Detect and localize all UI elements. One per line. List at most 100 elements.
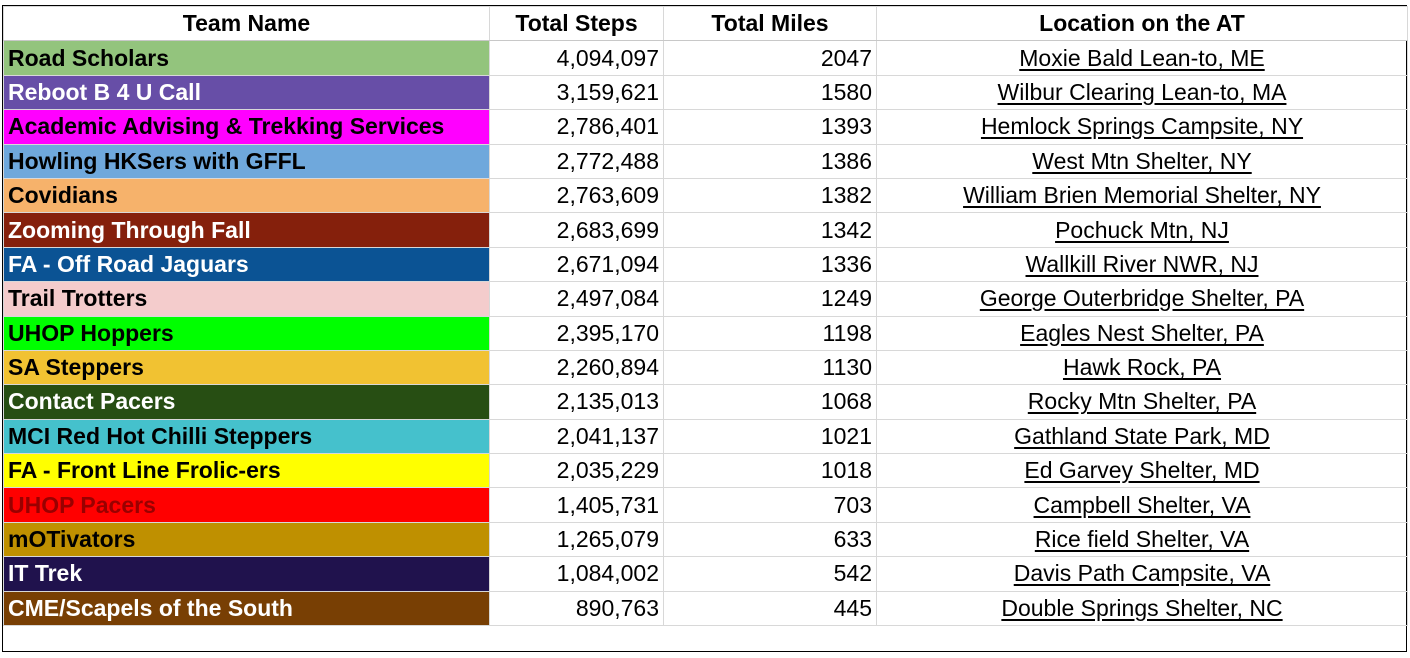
total-steps-cell[interactable]: 2,671,094 [489,246,664,283]
location-cell[interactable]: Double Springs Shelter, NC [876,590,1408,627]
team-name-cell[interactable]: CME/Scapels of the South [3,590,490,627]
team-name-cell[interactable]: UHOP Pacers [3,487,490,523]
total-miles-cell[interactable]: 1249 [663,281,877,317]
team-name-cell[interactable]: Reboot B 4 U Call [3,74,490,111]
header-row: Team Name Total Steps Total Miles Locati… [3,5,1408,42]
total-miles-cell[interactable]: 1130 [663,349,877,386]
team-name-cell[interactable]: Howling HKSers with GFFL [3,143,490,179]
team-name-cell[interactable]: Contact Pacers [3,384,490,420]
location-link[interactable]: West Mtn Shelter, NY [1032,147,1252,174]
table-row: Road Scholars 4,094,097 2047 Moxie Bald Lea… [3,40,1408,76]
total-steps-cell[interactable]: 1,265,079 [489,521,664,558]
location-cell[interactable]: Rocky Mtn Shelter, PA [876,384,1408,420]
location-link[interactable]: Ed Garvey Shelter, MD [1024,457,1260,484]
leaderboard-table: Team Name Total Steps Total Miles Locati… [3,5,1408,627]
table-body: Road Scholars 4,094,097 2047 Moxie Bald Lea… [3,40,1408,627]
total-steps-cell[interactable]: 2,763,609 [489,177,664,214]
location-link[interactable]: Pochuck Mtn, NJ [1055,216,1229,243]
total-miles-cell[interactable]: 1386 [663,143,877,179]
header-total-miles[interactable]: Total Miles [663,5,877,42]
total-miles-cell[interactable]: 1018 [663,453,877,489]
table-row: IT Trek 1,084,002 542 Davis Path Campsite, … [3,556,1408,592]
total-miles-cell[interactable]: 1580 [663,74,877,111]
location-cell[interactable]: George Outerbridge Shelter, PA [876,281,1408,317]
team-name-cell[interactable]: Road Scholars [3,40,490,76]
team-name-cell[interactable]: IT Trek [3,556,490,592]
total-steps-cell[interactable]: 2,497,084 [489,281,664,317]
total-steps-cell[interactable]: 2,035,229 [489,453,664,489]
location-link[interactable]: Rice field Shelter, VA [1034,526,1250,553]
location-link[interactable]: Wilbur Clearing Lean-to, MA [997,78,1287,105]
total-miles-cell[interactable]: 542 [663,556,877,592]
header-location[interactable]: Location on the AT [876,5,1408,42]
location-link[interactable]: Davis Path Campsite, VA [1013,560,1271,587]
team-name-cell[interactable]: Covidians [3,177,490,214]
total-steps-cell[interactable]: 3,159,621 [489,74,664,111]
location-cell[interactable]: Wallkill River NWR, NJ [876,246,1408,283]
table-row: SA Steppers 2,260,894 1130 Hawk Rock, PA [3,349,1408,386]
location-link[interactable]: Wallkill River NWR, NJ [1025,250,1259,277]
team-name-cell[interactable]: MCI Red Hot Chilli Steppers [3,418,490,455]
location-link[interactable]: Eagles Nest Shelter, PA [1020,319,1264,346]
table-row: FA - Off Road Jaguars 2,671,094 1336 Wallki… [3,246,1408,283]
team-name-cell[interactable]: mOTivators [3,521,490,558]
team-name-cell[interactable]: FA - Front Line Frolic-ers [3,453,490,489]
location-cell[interactable]: Rice field Shelter, VA [876,521,1408,558]
location-link[interactable]: Hemlock Springs Campsite, NY [980,113,1304,140]
location-link[interactable]: Rocky Mtn Shelter, PA [1027,388,1257,415]
total-miles-cell[interactable]: 2047 [663,40,877,76]
location-link[interactable]: Gathland State Park, MD [1014,422,1270,449]
location-cell[interactable]: Ed Garvey Shelter, MD [876,453,1408,489]
location-cell[interactable]: Hemlock Springs Campsite, NY [876,109,1408,145]
table-row: MCI Red Hot Chilli Steppers 2,041,137 1021… [3,418,1408,455]
total-steps-cell[interactable]: 2,772,488 [489,143,664,179]
table-row: Trail Trotters 2,497,084 1249 George Outerb… [3,281,1408,317]
total-miles-cell[interactable]: 1342 [663,212,877,248]
table-row: Contact Pacers 2,135,013 1068 Rocky Mtn She… [3,384,1408,420]
location-cell[interactable]: Moxie Bald Lean-to, ME [876,40,1408,76]
team-name-cell[interactable]: SA Steppers [3,349,490,386]
location-cell[interactable]: Eagles Nest Shelter, PA [876,315,1408,351]
total-miles-cell[interactable]: 1198 [663,315,877,351]
location-cell[interactable]: West Mtn Shelter, NY [876,143,1408,179]
location-cell[interactable]: Pochuck Mtn, NJ [876,212,1408,248]
location-link[interactable]: Campbell Shelter, VA [1033,491,1251,518]
table-row: UHOP Pacers 1,405,731 703 Campbell Shelter,… [3,487,1408,523]
total-steps-cell[interactable]: 2,786,401 [489,109,664,145]
team-name-cell[interactable]: UHOP Hoppers [3,315,490,351]
total-steps-cell[interactable]: 2,135,013 [489,384,664,420]
total-miles-cell[interactable]: 703 [663,487,877,523]
team-name-cell[interactable]: Zooming Through Fall [3,212,490,248]
location-cell[interactable]: Campbell Shelter, VA [876,487,1408,523]
total-steps-cell[interactable]: 4,094,097 [489,40,664,76]
team-name-cell[interactable]: Academic Advising & Trekking Services [3,109,490,145]
location-link[interactable]: Hawk Rock, PA [1062,354,1222,381]
total-steps-cell[interactable]: 1,084,002 [489,556,664,592]
location-cell[interactable]: Hawk Rock, PA [876,349,1408,386]
team-name-cell[interactable]: Trail Trotters [3,281,490,317]
total-miles-cell[interactable]: 1336 [663,246,877,283]
total-miles-cell[interactable]: 445 [663,590,877,627]
total-steps-cell[interactable]: 2,041,137 [489,418,664,455]
total-steps-cell[interactable]: 2,683,699 [489,212,664,248]
total-miles-cell[interactable]: 1393 [663,109,877,145]
location-link[interactable]: George Outerbridge Shelter, PA [979,285,1305,312]
total-steps-cell[interactable]: 2,395,170 [489,315,664,351]
header-team-name[interactable]: Team Name [3,5,490,42]
total-steps-cell[interactable]: 890,763 [489,590,664,627]
location-cell[interactable]: Gathland State Park, MD [876,418,1408,455]
header-total-steps[interactable]: Total Steps [489,5,664,42]
location-cell[interactable]: Davis Path Campsite, VA [876,556,1408,592]
total-steps-cell[interactable]: 1,405,731 [489,487,664,523]
total-miles-cell[interactable]: 633 [663,521,877,558]
location-cell[interactable]: William Brien Memorial Shelter, NY [876,177,1408,214]
total-miles-cell[interactable]: 1068 [663,384,877,420]
total-miles-cell[interactable]: 1382 [663,177,877,214]
total-steps-cell[interactable]: 2,260,894 [489,349,664,386]
location-cell[interactable]: Wilbur Clearing Lean-to, MA [876,74,1408,111]
location-link[interactable]: William Brien Memorial Shelter, NY [963,182,1321,209]
team-name-cell[interactable]: FA - Off Road Jaguars [3,246,490,283]
location-link[interactable]: Double Springs Shelter, NC [1001,594,1283,621]
total-miles-cell[interactable]: 1021 [663,418,877,455]
location-link[interactable]: Moxie Bald Lean-to, ME [1019,44,1265,71]
